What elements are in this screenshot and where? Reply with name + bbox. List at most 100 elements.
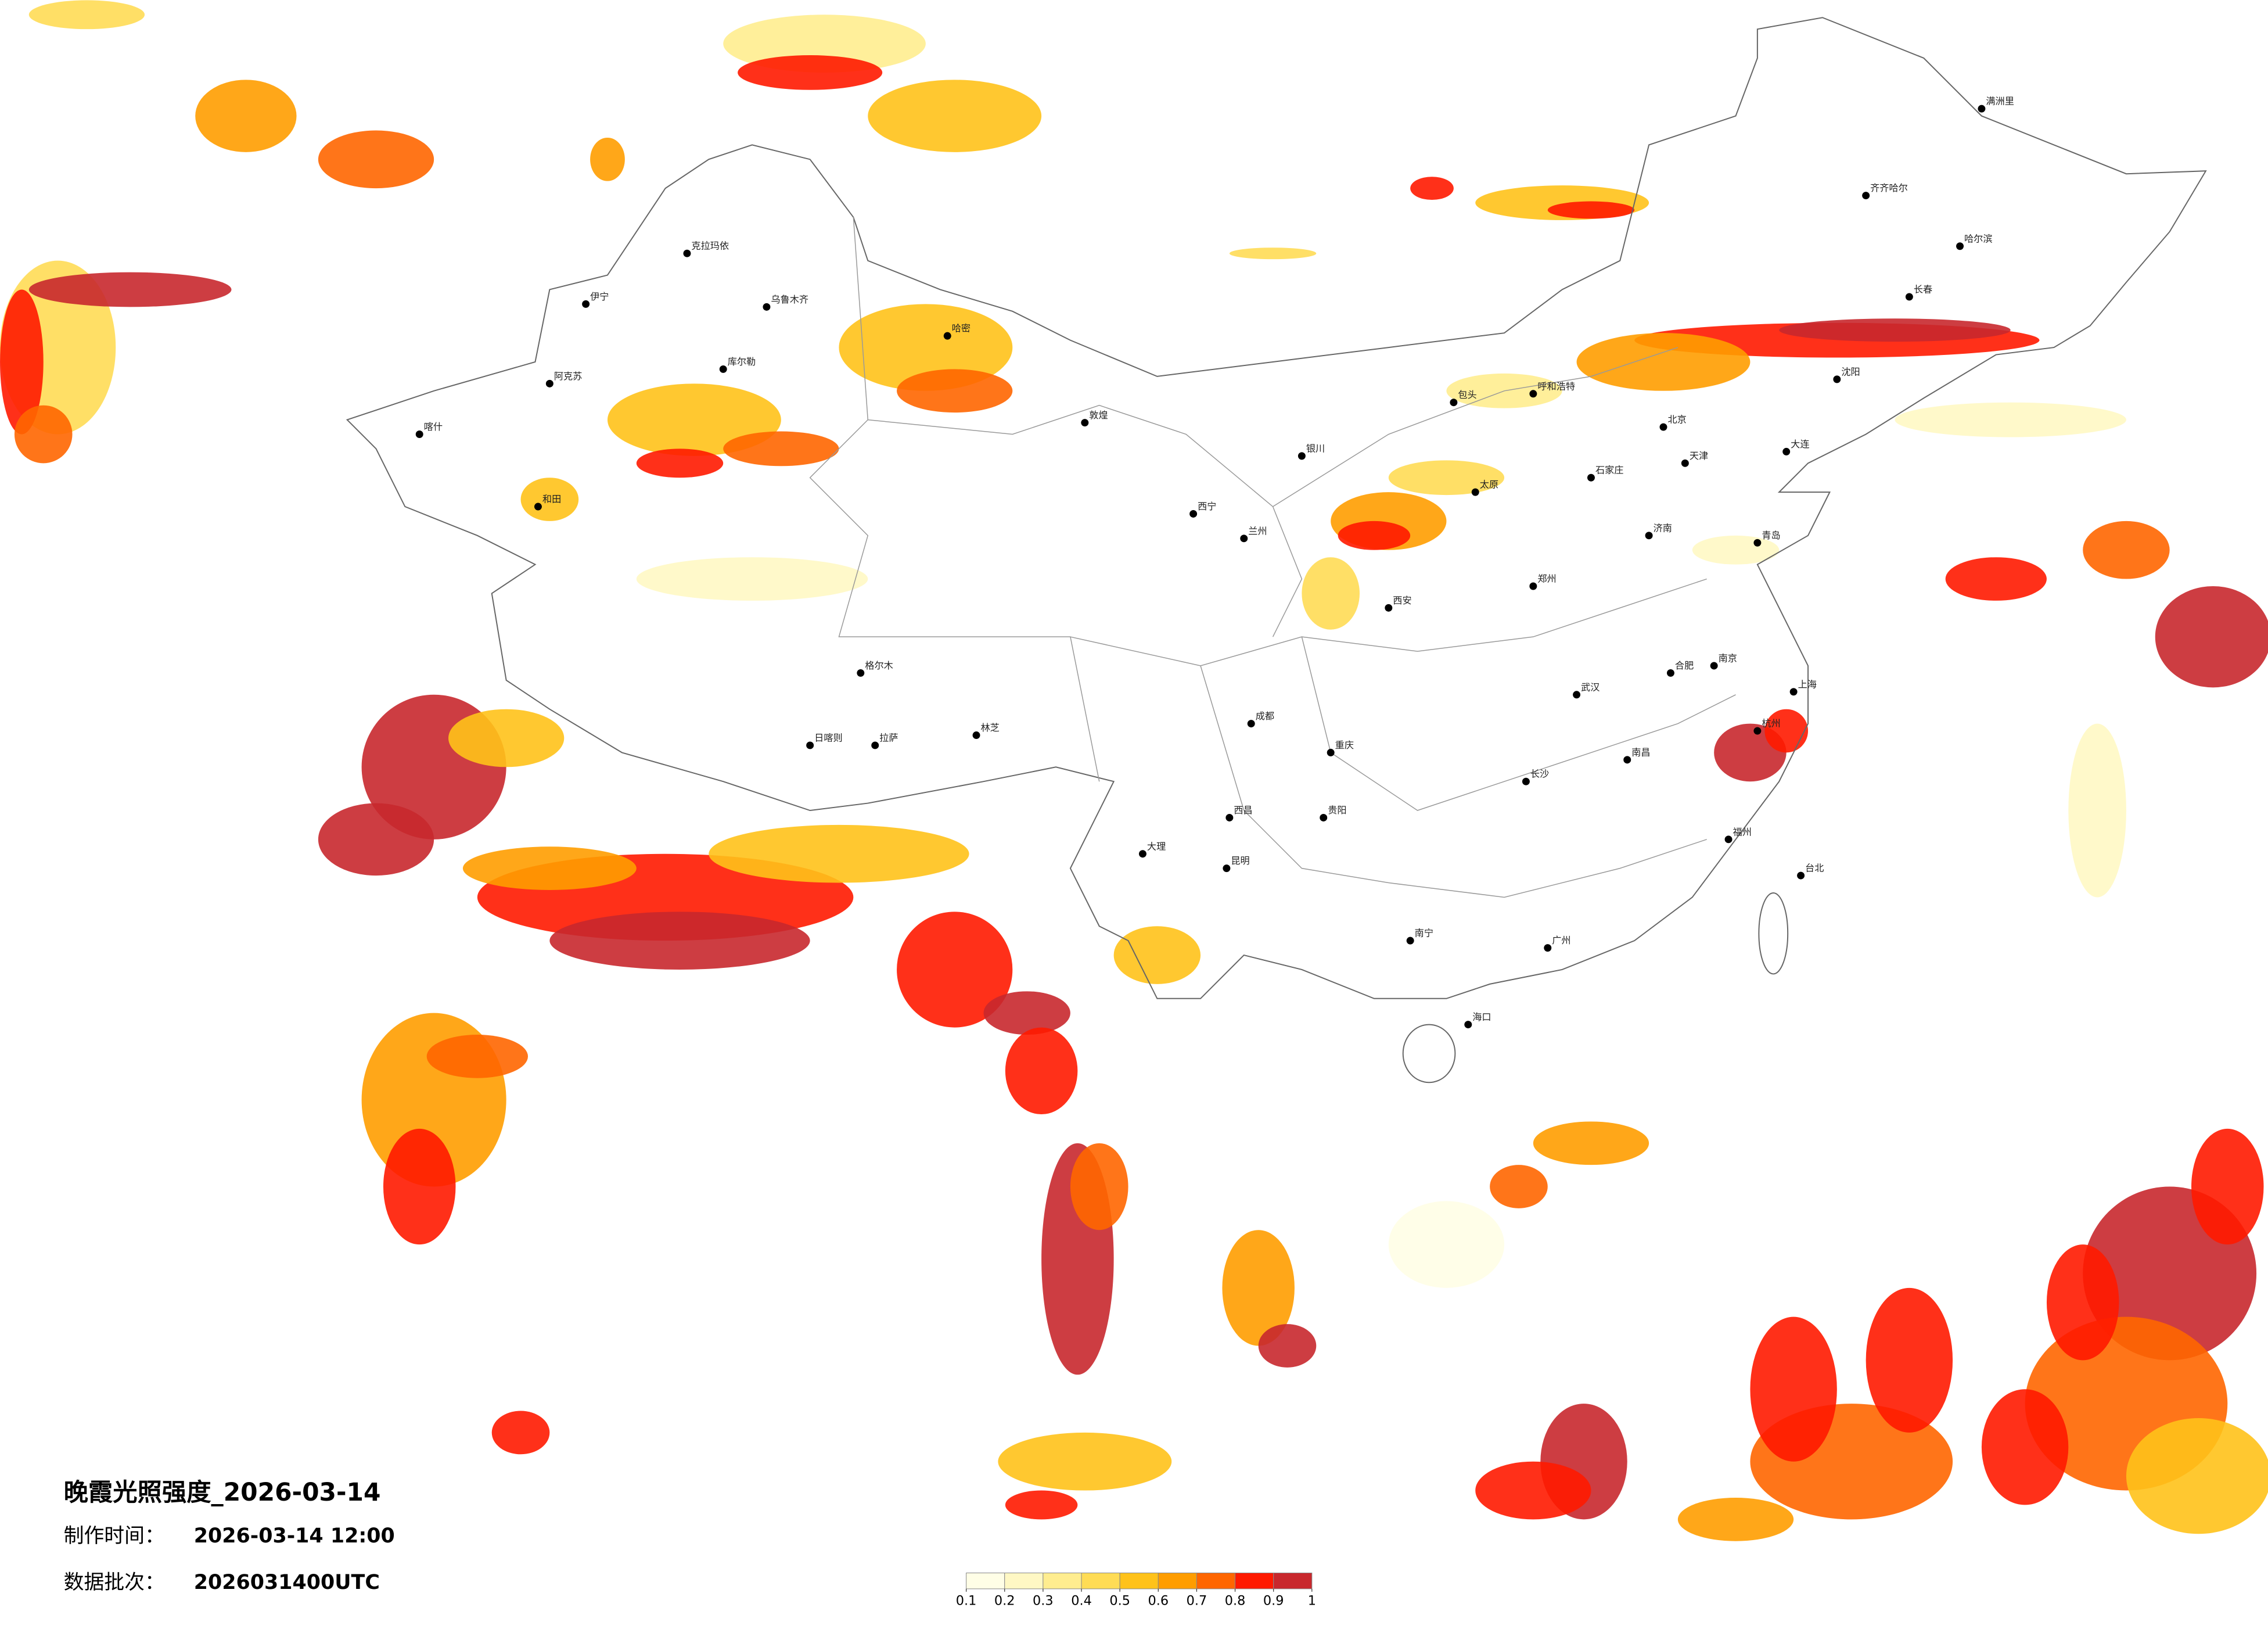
city-dot [1297, 452, 1306, 460]
city-label: 哈尔滨 [1964, 233, 1993, 244]
city-label: 海口 [1472, 1011, 1491, 1022]
city-label: 库尔勒 [728, 356, 756, 367]
colorbar-cell [966, 1572, 1005, 1589]
city-label: 喀什 [424, 421, 443, 432]
intensity-blob [1490, 1165, 1548, 1208]
city-dot [1905, 293, 1913, 301]
city-dot [1385, 604, 1393, 612]
city-dot [1529, 582, 1537, 590]
city-dot [1782, 447, 1791, 455]
city-label: 杭州 [1762, 718, 1780, 729]
city-label: 昆明 [1231, 855, 1249, 866]
city-label: 齐齐哈尔 [1870, 182, 1908, 193]
intensity-blob [2191, 1128, 2264, 1245]
city-label: 沈阳 [1841, 366, 1860, 377]
batch-value: 2026031400UTC [194, 1571, 380, 1594]
city-dot [1138, 850, 1146, 858]
city-label: 福州 [1733, 826, 1752, 837]
colorbar-label: 0.5 [1109, 1593, 1130, 1608]
borders [346, 17, 2207, 1083]
intensity-blob [2155, 586, 2268, 688]
colorbar-cell [1196, 1572, 1236, 1589]
colorbar-label: 0.7 [1187, 1593, 1207, 1608]
intensity-blob [0, 289, 44, 435]
colorbar-cell [1235, 1572, 1274, 1589]
legend: 0.1 0.2 0.3 0.4 0.5 0.6 0.7 0.8 0.9 1 [956, 1572, 1316, 1608]
city-dot [683, 249, 691, 257]
intensity-blob [1113, 926, 1201, 984]
city-label: 台北 [1805, 863, 1824, 874]
intensity-blob [1945, 557, 2047, 601]
colorbar-cell [1119, 1572, 1159, 1589]
city-dot [415, 430, 423, 438]
city-dot [943, 332, 951, 340]
intensity-blob [28, 272, 232, 307]
city-dot [1956, 242, 1964, 250]
city-dot [1797, 871, 1805, 880]
intensity-blob [1338, 521, 1411, 550]
city-label: 银川 [1306, 443, 1325, 454]
intensity-blob [1005, 1027, 1078, 1115]
intensity-blob [636, 448, 724, 478]
city-label: 太原 [1480, 479, 1498, 490]
colorbar-label: 0.1 [956, 1593, 977, 1608]
intensity-blob [1475, 1461, 1591, 1520]
city-label: 西宁 [1198, 501, 1216, 512]
city-dot [806, 741, 814, 749]
city-label: 青岛 [1762, 530, 1780, 541]
intensity-blob [462, 846, 637, 890]
colorbar-label: 0.3 [1033, 1593, 1054, 1608]
city-dot [1189, 510, 1198, 518]
city-label: 西昌 [1234, 805, 1252, 816]
colorbar-label: 0.4 [1071, 1593, 1092, 1608]
city-label: 长沙 [1530, 769, 1549, 780]
city-label: 上海 [1798, 679, 1817, 690]
city-label: 南昌 [1631, 747, 1650, 758]
city-dot [1753, 727, 1762, 735]
island-outline [1758, 892, 1789, 975]
city-label: 和田 [542, 494, 561, 505]
intensity-blob [318, 803, 434, 876]
city-dot [972, 731, 980, 739]
colorbar-label: 0.2 [994, 1593, 1015, 1608]
intensity-blob [1388, 460, 1505, 496]
city-label: 长春 [1914, 284, 1932, 295]
intensity-blob [1547, 201, 1635, 219]
intensity-blob [491, 1411, 550, 1455]
colorbar-label: 0.8 [1225, 1593, 1246, 1608]
intensity-blob [1895, 402, 2126, 437]
city-dot [1724, 835, 1733, 844]
city-dot [1833, 375, 1841, 383]
intensity-layer [0, 0, 2268, 1541]
city-label: 石家庄 [1595, 465, 1624, 476]
intensity-blob [1533, 1121, 1649, 1165]
intensity-blob [1764, 709, 1809, 753]
intensity-blob [2126, 1418, 2268, 1534]
city-dot [1225, 813, 1234, 821]
city-label: 格尔木 [865, 660, 893, 671]
intensity-blob [1302, 557, 1360, 630]
city-dot [1623, 756, 1631, 764]
city-label: 郑州 [1537, 573, 1556, 584]
country-outline [346, 17, 2207, 999]
intensity-blob [1576, 333, 1751, 391]
intensity-blob [195, 80, 297, 152]
city-label: 西安 [1393, 595, 1411, 606]
city-label: 乌鲁木齐 [771, 294, 808, 305]
intensity-blob [723, 431, 839, 467]
colorbar-label: 0.9 [1263, 1593, 1284, 1608]
intensity-blob [636, 557, 868, 601]
intensity-blob [14, 405, 73, 464]
batch-label: 数据批次： [64, 1571, 165, 1594]
made-label: 制作时间： [64, 1524, 165, 1548]
city-dot [1710, 662, 1718, 670]
intensity-blob [383, 1128, 456, 1245]
city-dot [1789, 688, 1798, 696]
city-dot [1645, 532, 1653, 540]
city-dot [719, 365, 727, 373]
city-dot [1247, 720, 1255, 728]
intensity-blob [426, 1035, 529, 1078]
city-label: 南京 [1719, 653, 1737, 664]
city-dot [1573, 691, 1581, 699]
